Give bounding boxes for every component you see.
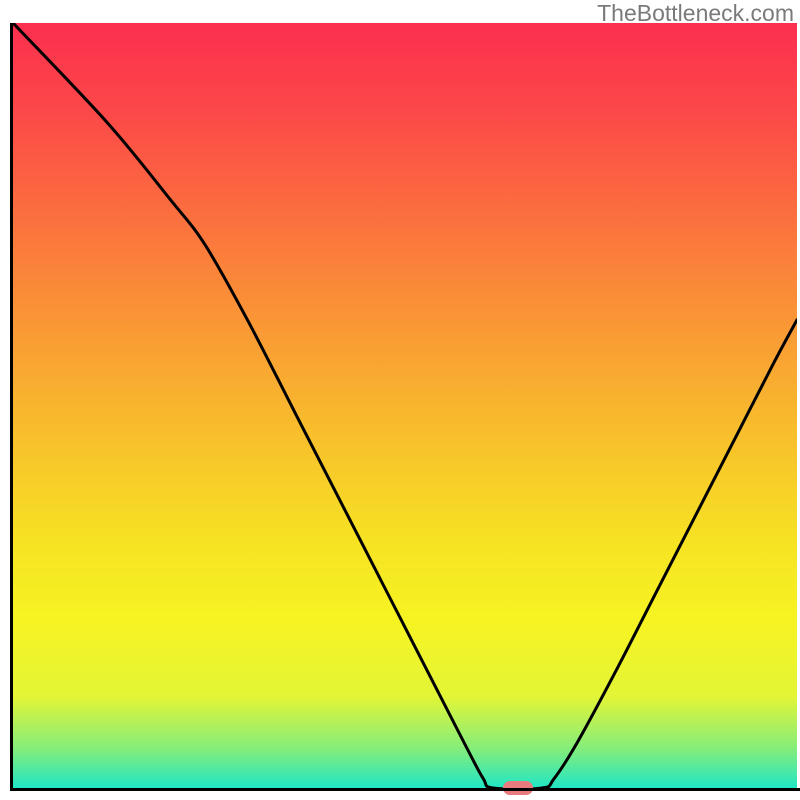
curve-plot: [13, 23, 797, 788]
x-axis: [10, 788, 800, 791]
watermark-text: TheBottleneck.com: [597, 0, 794, 27]
y-axis: [10, 23, 13, 791]
bottleneck-curve: [13, 23, 797, 788]
chart-container: TheBottleneck.com: [0, 0, 800, 800]
